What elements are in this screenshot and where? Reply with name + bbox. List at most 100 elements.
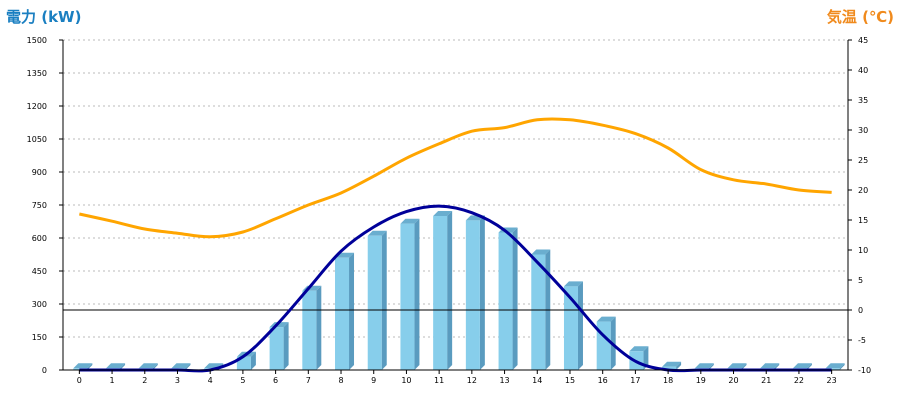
left-tick-label: 1050 <box>27 135 47 144</box>
bar-5 <box>236 351 256 370</box>
bar-top <box>563 281 583 287</box>
bar-10 <box>400 218 420 370</box>
bar-13 <box>498 227 518 370</box>
bar-top <box>596 316 616 322</box>
bar-side <box>316 285 322 370</box>
bar-side <box>512 227 518 370</box>
bar-top <box>792 363 812 369</box>
series-line-1 <box>79 117 832 239</box>
right-tick-label: 5 <box>858 276 863 285</box>
x-tick-label: 16 <box>598 376 608 385</box>
bar-top <box>73 363 93 369</box>
bar-top <box>106 363 126 369</box>
bar-side <box>741 363 747 370</box>
bar-side <box>120 363 126 370</box>
bar-top <box>760 363 780 369</box>
bar-top <box>433 211 453 216</box>
bar-side <box>447 211 453 370</box>
bar-side <box>283 322 289 370</box>
bar-front <box>498 232 513 370</box>
bar-6 <box>269 322 289 370</box>
bar-9 <box>367 230 387 370</box>
bar-top <box>171 363 191 369</box>
bar-side <box>708 363 714 370</box>
bar-side <box>774 363 780 370</box>
bar-11 <box>433 211 453 370</box>
bar-side <box>806 363 812 370</box>
left-tick-label: 0 <box>42 366 47 375</box>
series-lines <box>63 117 848 373</box>
right-tick-label: 20 <box>858 186 868 195</box>
x-tick-label: 17 <box>630 376 640 385</box>
x-tick-label: 4 <box>208 376 213 385</box>
series-line-0 <box>79 204 832 373</box>
left-tick-label: 300 <box>32 300 47 309</box>
bar-side <box>185 363 191 370</box>
x-tick-label: 21 <box>761 376 771 385</box>
x-tick-label: 2 <box>142 376 147 385</box>
left-tick-label: 150 <box>32 333 47 342</box>
bar-15 <box>563 281 583 370</box>
axes <box>59 39 852 374</box>
left-tick-label: 600 <box>32 234 47 243</box>
bar-front <box>563 286 578 370</box>
bar-front <box>531 254 546 370</box>
bar-top <box>662 361 682 367</box>
bar-top <box>825 363 845 369</box>
bar-top <box>727 363 747 369</box>
bar-top <box>694 363 714 369</box>
right-tick-label: 30 <box>858 126 868 135</box>
bar-front <box>825 368 840 370</box>
power-bars <box>73 211 845 370</box>
bar-side <box>414 218 420 370</box>
x-tick-label: 23 <box>827 376 837 385</box>
bar-7 <box>302 285 322 370</box>
right-tick-label: 35 <box>858 96 868 105</box>
x-tick-label: 19 <box>696 376 706 385</box>
left-tick-label: 1500 <box>27 36 47 45</box>
bar-front <box>302 290 317 370</box>
x-tick-label: 1 <box>110 376 115 385</box>
bar-front <box>465 220 480 370</box>
right-tick-label: 15 <box>858 216 868 225</box>
x-tick-label: 11 <box>434 376 444 385</box>
grid-lines <box>63 39 848 371</box>
x-tick-label: 12 <box>467 376 477 385</box>
bar-side <box>676 361 682 370</box>
x-tick-label: 3 <box>175 376 180 385</box>
bar-side <box>349 252 355 370</box>
x-tick-label: 22 <box>794 376 804 385</box>
bar-front <box>662 366 677 370</box>
x-tick-label: 20 <box>728 376 738 385</box>
x-tick-label: 7 <box>306 376 311 385</box>
bar-12 <box>465 215 485 370</box>
bar-8 <box>335 252 355 370</box>
bar-front <box>367 235 382 370</box>
tick-labels: 01503004506007509001050120013501500-10-5… <box>27 36 871 385</box>
right-tick-label: 40 <box>858 66 868 75</box>
x-tick-label: 5 <box>240 376 245 385</box>
bar-side <box>381 230 387 370</box>
bar-top <box>629 346 649 352</box>
left-tick-label: 900 <box>32 168 47 177</box>
bar-front <box>269 327 284 370</box>
left-tick-label: 450 <box>32 267 47 276</box>
right-tick-label: 0 <box>858 306 863 315</box>
right-tick-label: 10 <box>858 246 868 255</box>
x-tick-label: 14 <box>532 376 542 385</box>
x-tick-label: 10 <box>401 376 411 385</box>
bar-side <box>577 281 583 370</box>
bar-side <box>479 215 485 370</box>
bar-front <box>335 257 350 370</box>
right-tick-label: 25 <box>858 156 868 165</box>
bar-front <box>400 223 415 370</box>
bar-front <box>433 216 448 370</box>
bar-18 <box>662 361 682 370</box>
bar-side <box>250 351 256 370</box>
x-tick-label: 6 <box>273 376 278 385</box>
left-tick-label: 1350 <box>27 69 47 78</box>
bar-top <box>531 249 551 255</box>
x-tick-label: 13 <box>499 376 509 385</box>
right-tick-label: -10 <box>858 366 871 375</box>
bar-top <box>400 218 420 224</box>
